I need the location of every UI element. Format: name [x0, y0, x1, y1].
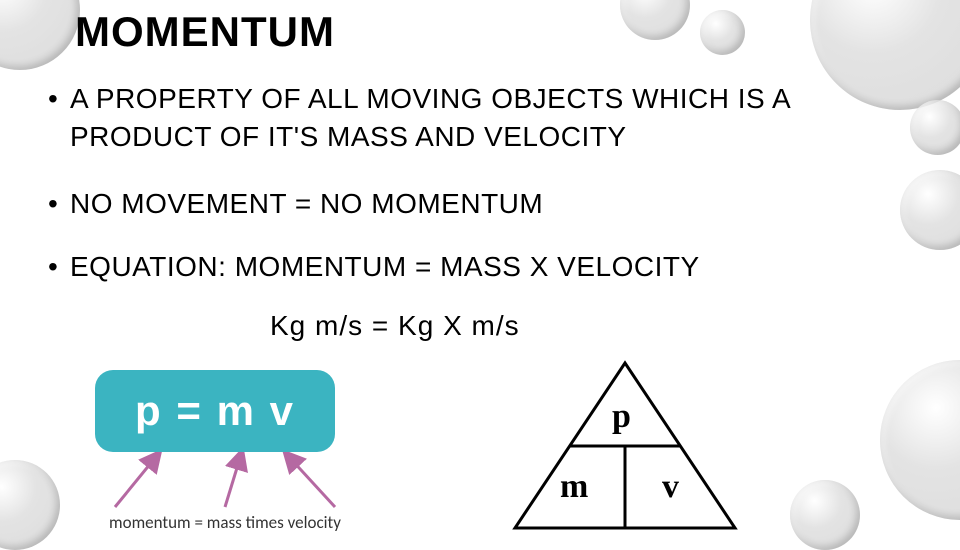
bubble — [620, 0, 690, 40]
triangle-svg — [510, 358, 740, 533]
bullet-3: EQUATION: MOMENTUM = MASS X VELOCITY — [70, 248, 700, 286]
triangle-bottom-left-label: m — [560, 468, 588, 506]
formula-arrows — [95, 452, 355, 512]
triangle-bottom-right-label: v — [662, 468, 679, 506]
bubble — [0, 460, 60, 550]
formula-box: p = m v — [95, 370, 335, 452]
triangle-diagram: p m v — [510, 358, 740, 533]
bubble — [900, 170, 960, 250]
bubble — [880, 360, 960, 520]
page-title: MOMENTUM — [75, 8, 335, 56]
bubble — [700, 10, 745, 55]
formula-caption: momentum = mass times velocity — [85, 512, 365, 533]
bullet-2: NO MOVEMENT = NO MOMENTUM — [70, 185, 543, 223]
bubble — [0, 0, 80, 70]
bullet-1: A PROPERTY OF ALL MOVING OBJECTS WHICH I… — [70, 80, 910, 156]
triangle-top-label: p — [612, 398, 631, 436]
formula-diagram: p = m v momentum = mass times velocity — [95, 370, 355, 452]
bubble — [910, 100, 960, 155]
units-line: Kg m/s = Kg X m/s — [270, 310, 520, 342]
formula-text: p = m v — [135, 387, 295, 435]
